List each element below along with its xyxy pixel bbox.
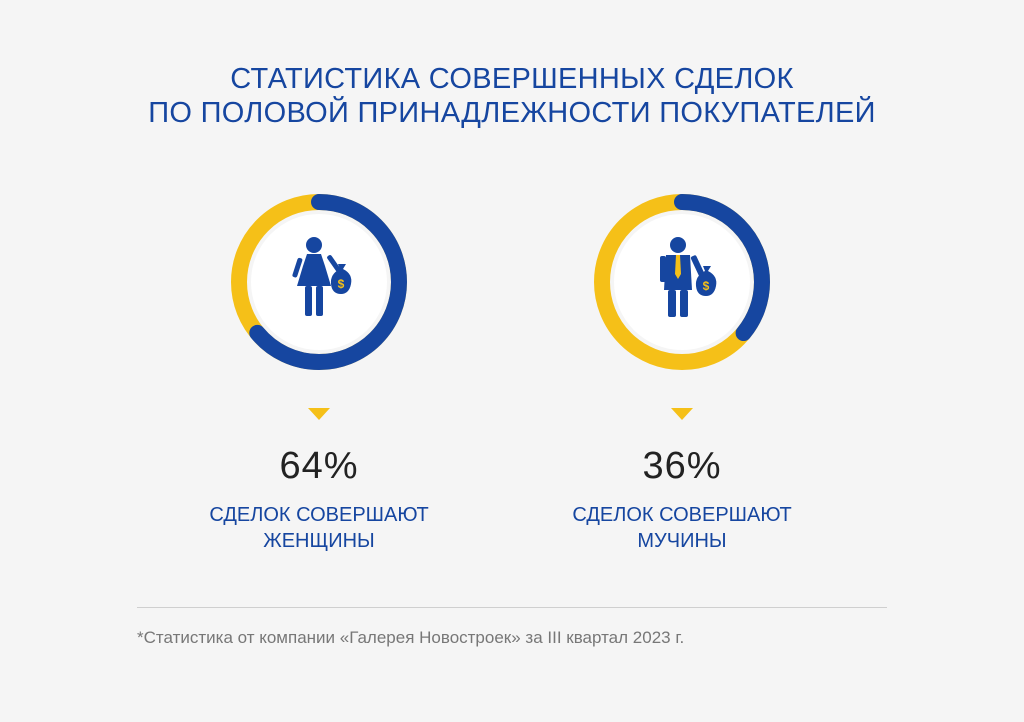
women-down-arrow-icon [308, 408, 330, 420]
men-down-arrow-icon [671, 408, 693, 420]
women-donut-value-arc [231, 194, 407, 370]
title-line-2: ПО ПОЛОВОЙ ПРИНАДЛЕЖНОСТИ ПОКУПАТЕЛЕЙ [148, 97, 876, 129]
men-label-line-1: СДЕЛОК СОВЕРШАЮТ [572, 504, 792, 526]
woman-with-money-bag-icon: $ [292, 237, 352, 316]
women-stat-label: СДЕЛОК СОВЕРШАЮТ ЖЕНЩИНЫ [179, 502, 459, 554]
man-with-money-bag-icon: $ [660, 237, 717, 317]
svg-text:$: $ [338, 277, 345, 291]
women-label-line-1: СДЕЛОК СОВЕРШАЮТ [209, 504, 429, 526]
men-percent-value: 36% [642, 445, 722, 487]
men-stat-label: СДЕЛОК СОВЕРШАЮТ МУЧИНЫ [542, 502, 822, 554]
women-percent-value: 64% [279, 445, 359, 487]
footnote: *Статистика от компании «Галерея Новостр… [137, 628, 685, 647]
men-label-line-2: МУЧИНЫ [637, 530, 727, 552]
title-line-1: СТАТИСТИКА СОВЕРШЕННЫХ СДЕЛОК [230, 63, 794, 95]
page-title: СТАТИСТИКА СОВЕРШЕННЫХ СДЕЛОК ПО ПОЛОВОЙ… [0, 62, 1024, 130]
women-label-line-2: ЖЕНЩИНЫ [263, 530, 375, 552]
footnote-divider [137, 607, 887, 608]
svg-text:$: $ [703, 279, 710, 293]
women-donut-chart: $ [231, 194, 407, 370]
men-donut-chart: $ [594, 194, 770, 370]
men-donut-value-arc [594, 194, 770, 370]
